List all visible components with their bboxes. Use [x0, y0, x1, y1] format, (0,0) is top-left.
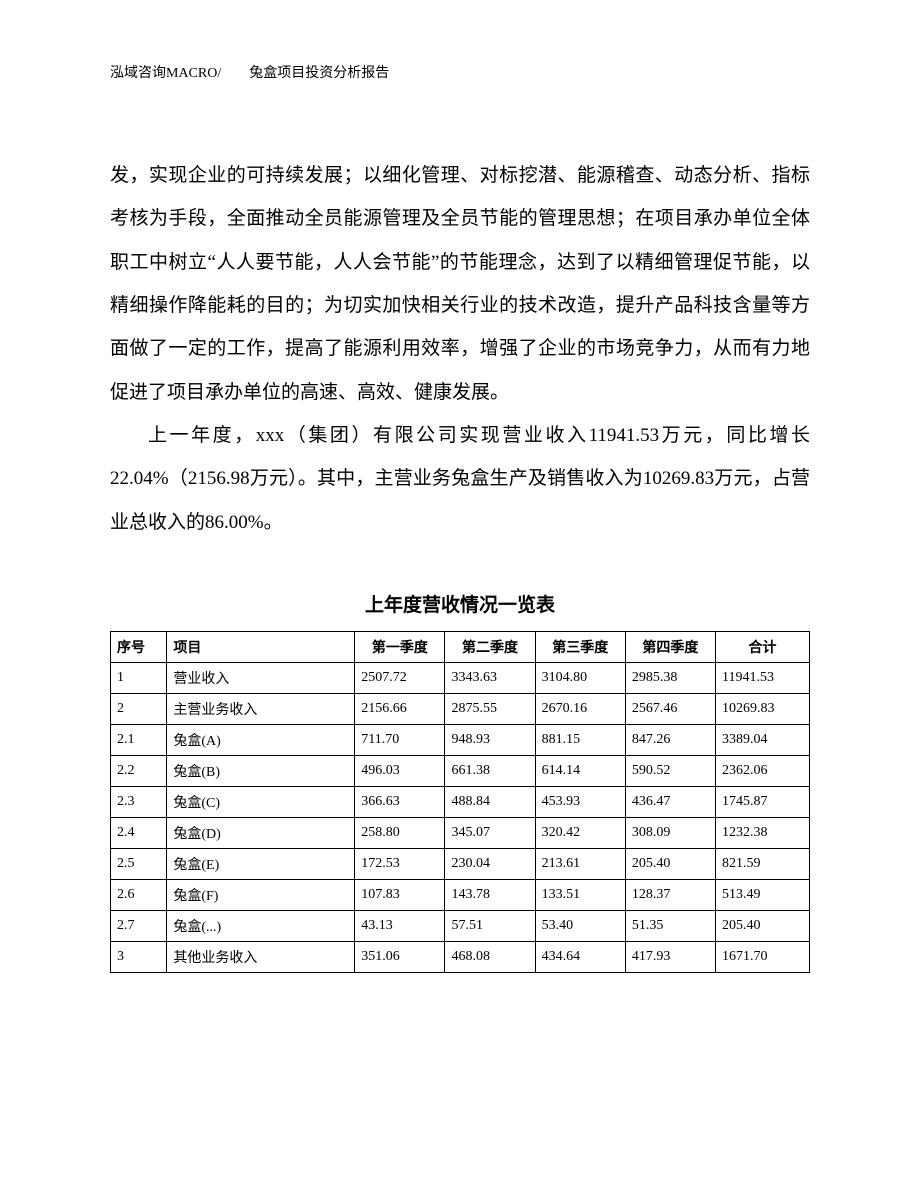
table-row: 2主营业务收入2156.662875.552670.162567.4610269…: [111, 693, 810, 724]
cell: 主营业务收入: [167, 693, 355, 724]
cell: 兔盒(E): [167, 848, 355, 879]
table-header-row: 序号 项目 第一季度 第二季度 第三季度 第四季度 合计: [111, 631, 810, 662]
col-q2: 第二季度: [445, 631, 535, 662]
cell: 2.3: [111, 786, 167, 817]
cell: 133.51: [535, 879, 625, 910]
cell: 3104.80: [535, 662, 625, 693]
cell: 205.40: [716, 910, 810, 941]
table-row: 3其他业务收入351.06468.08434.64417.931671.70: [111, 941, 810, 972]
table-row: 2.6兔盒(F)107.83143.78133.51128.37513.49: [111, 879, 810, 910]
cell: 2875.55: [445, 693, 535, 724]
body-text: 发，实现企业的可持续发展；以细化管理、对标挖潜、能源稽查、动态分析、指标考核为手…: [110, 154, 810, 544]
table-title: 上年度营收情况一览表: [110, 590, 810, 617]
cell: 2362.06: [716, 755, 810, 786]
cell: 881.15: [535, 724, 625, 755]
cell: 兔盒(A): [167, 724, 355, 755]
cell: 230.04: [445, 848, 535, 879]
cell: 2.1: [111, 724, 167, 755]
cell: 614.14: [535, 755, 625, 786]
table-row: 2.3兔盒(C)366.63488.84453.93436.471745.87: [111, 786, 810, 817]
cell: 2985.38: [625, 662, 715, 693]
cell: 51.35: [625, 910, 715, 941]
table-body: 1营业收入2507.723343.633104.802985.3811941.5…: [111, 662, 810, 972]
cell: 128.37: [625, 879, 715, 910]
cell: 1: [111, 662, 167, 693]
cell: 兔盒(F): [167, 879, 355, 910]
col-q1: 第一季度: [355, 631, 445, 662]
cell: 11941.53: [716, 662, 810, 693]
cell: 2156.66: [355, 693, 445, 724]
cell: 496.03: [355, 755, 445, 786]
paragraph-1: 发，实现企业的可持续发展；以细化管理、对标挖潜、能源稽查、动态分析、指标考核为手…: [110, 154, 810, 414]
cell: 172.53: [355, 848, 445, 879]
table-row: 2.2兔盒(B)496.03661.38614.14590.522362.06: [111, 755, 810, 786]
cell: 320.42: [535, 817, 625, 848]
col-seq: 序号: [111, 631, 167, 662]
cell: 205.40: [625, 848, 715, 879]
cell: 661.38: [445, 755, 535, 786]
paragraph-2: 上一年度，xxx（集团）有限公司实现营业收入11941.53万元，同比增长22.…: [110, 414, 810, 544]
cell: 143.78: [445, 879, 535, 910]
cell: 53.40: [535, 910, 625, 941]
col-q4: 第四季度: [625, 631, 715, 662]
cell: 213.61: [535, 848, 625, 879]
cell: 3389.04: [716, 724, 810, 755]
cell: 417.93: [625, 941, 715, 972]
cell: 107.83: [355, 879, 445, 910]
cell: 57.51: [445, 910, 535, 941]
cell: 2: [111, 693, 167, 724]
table-row: 2.4兔盒(D)258.80345.07320.42308.091232.38: [111, 817, 810, 848]
cell: 2567.46: [625, 693, 715, 724]
cell: 10269.83: [716, 693, 810, 724]
col-total: 合计: [716, 631, 810, 662]
table-row: 2.5兔盒(E)172.53230.04213.61205.40821.59: [111, 848, 810, 879]
cell: 2.2: [111, 755, 167, 786]
cell: 营业收入: [167, 662, 355, 693]
col-q3: 第三季度: [535, 631, 625, 662]
revenue-table: 序号 项目 第一季度 第二季度 第三季度 第四季度 合计 1营业收入2507.7…: [110, 631, 810, 973]
cell: 1232.38: [716, 817, 810, 848]
table-row: 1营业收入2507.723343.633104.802985.3811941.5…: [111, 662, 810, 693]
cell: 351.06: [355, 941, 445, 972]
cell: 711.70: [355, 724, 445, 755]
page-header: 泓域咨询MACRO/ 兔盒项目投资分析报告: [110, 62, 810, 82]
cell: 兔盒(C): [167, 786, 355, 817]
cell: 2507.72: [355, 662, 445, 693]
cell: 308.09: [625, 817, 715, 848]
cell: 2670.16: [535, 693, 625, 724]
table-row: 2.1兔盒(A)711.70948.93881.15847.263389.04: [111, 724, 810, 755]
cell: 3343.63: [445, 662, 535, 693]
col-item: 项目: [167, 631, 355, 662]
cell: 2.7: [111, 910, 167, 941]
cell: 821.59: [716, 848, 810, 879]
cell: 366.63: [355, 786, 445, 817]
cell: 2.6: [111, 879, 167, 910]
cell: 1671.70: [716, 941, 810, 972]
cell: 468.08: [445, 941, 535, 972]
cell: 兔盒(B): [167, 755, 355, 786]
cell: 兔盒(D): [167, 817, 355, 848]
cell: 43.13: [355, 910, 445, 941]
cell: 453.93: [535, 786, 625, 817]
cell: 2.4: [111, 817, 167, 848]
cell: 3: [111, 941, 167, 972]
cell: 其他业务收入: [167, 941, 355, 972]
cell: 345.07: [445, 817, 535, 848]
cell: 948.93: [445, 724, 535, 755]
cell: 488.84: [445, 786, 535, 817]
cell: 847.26: [625, 724, 715, 755]
cell: 1745.87: [716, 786, 810, 817]
cell: 513.49: [716, 879, 810, 910]
cell: 590.52: [625, 755, 715, 786]
cell: 434.64: [535, 941, 625, 972]
table-row: 2.7兔盒(...)43.1357.5153.4051.35205.40: [111, 910, 810, 941]
cell: 2.5: [111, 848, 167, 879]
cell: 436.47: [625, 786, 715, 817]
cell: 兔盒(...): [167, 910, 355, 941]
cell: 258.80: [355, 817, 445, 848]
